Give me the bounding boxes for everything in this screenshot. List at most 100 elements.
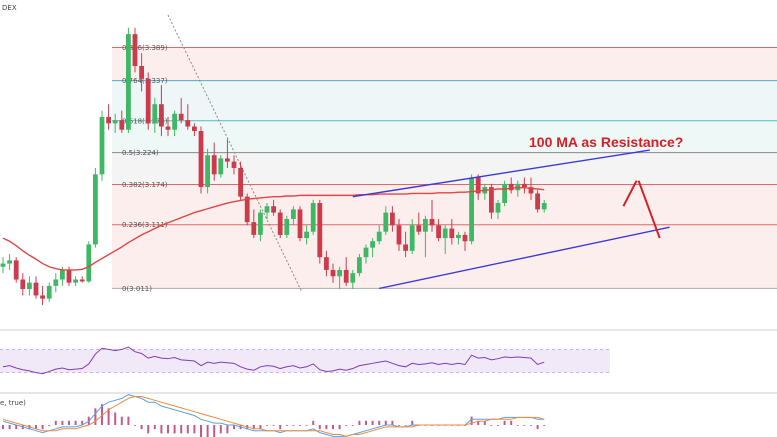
candle-body <box>456 234 461 239</box>
candle-body <box>383 212 389 232</box>
macd-hist-bar <box>292 425 295 426</box>
candle-body <box>541 203 547 210</box>
candle-body <box>7 260 12 264</box>
macd-hist-bar <box>219 425 222 434</box>
macd-signal-line <box>2 396 545 437</box>
candle-body <box>211 155 217 175</box>
macd-hist-bar <box>279 425 282 430</box>
macd-hist-bar <box>358 420 361 425</box>
macd-hist-bar <box>523 425 526 426</box>
fib-trend-line <box>167 14 303 293</box>
macd-hist-bar <box>127 416 130 425</box>
candle-body <box>416 225 422 232</box>
macd-hist-bar <box>305 425 308 426</box>
fib-retracement: 0.886(3.389) 0.764(3.337) 0.618(3.274) 0.5(… <box>112 14 777 293</box>
fib-label: 0.764(3.337) <box>122 77 168 85</box>
candle-body <box>79 279 85 282</box>
candle-body <box>357 257 362 274</box>
macd-hist-bar <box>411 420 414 425</box>
macd-hist-bar <box>404 425 407 426</box>
fib-band <box>112 120 777 153</box>
candle-body <box>20 279 26 290</box>
candle-body <box>350 273 356 283</box>
macd-hist-bar <box>226 425 229 434</box>
candle-body <box>172 113 177 130</box>
fib-label: 0.5(3.224) <box>122 149 159 157</box>
candle-body <box>264 206 270 213</box>
candle-body <box>185 120 191 127</box>
candle-body <box>165 126 171 130</box>
macd-hist-bar <box>68 420 70 425</box>
macd-line <box>2 394 545 437</box>
candle-body <box>442 228 448 239</box>
macd-hist-bar <box>134 425 136 426</box>
candle-body <box>343 269 349 283</box>
macd-hist-bar <box>318 425 321 430</box>
candle-body <box>13 260 19 280</box>
candle-body <box>152 104 158 124</box>
macd-hist-bar <box>384 420 387 425</box>
candle-body <box>291 209 296 219</box>
candle-body <box>198 131 204 188</box>
rsi-line <box>2 346 545 375</box>
macd-hist-bar <box>200 425 202 437</box>
macd-hist-bar <box>285 425 288 426</box>
macd-hist-bar <box>180 425 183 434</box>
macd-hist-bar <box>338 425 341 430</box>
macd-hist-bar <box>325 425 328 430</box>
candle-body <box>277 212 283 235</box>
macd-hist-bar <box>351 425 354 426</box>
ma-100-line <box>2 187 545 271</box>
candle-body <box>93 174 98 245</box>
candle-body <box>297 209 303 239</box>
candle-body <box>449 228 455 239</box>
candle-body <box>205 155 210 188</box>
candle-body <box>66 269 72 283</box>
macd-hist-bar <box>48 425 51 426</box>
macd-hist-bar <box>510 420 513 425</box>
candle-body <box>119 120 125 130</box>
candle-body <box>60 269 65 280</box>
macd-hist-bar <box>147 425 150 434</box>
fib-label: 0.618(3.274) <box>122 117 168 125</box>
macd-hist-bar <box>490 425 493 426</box>
candle-body <box>159 104 164 127</box>
candle-body <box>27 282 32 290</box>
candle-body <box>324 257 329 270</box>
channel-upper <box>352 149 650 198</box>
channel <box>0 149 777 394</box>
macd-hist-bar <box>167 425 169 434</box>
macd-hist-bar <box>272 425 275 426</box>
fib-band <box>112 80 777 121</box>
macd-hist-bar <box>15 425 18 430</box>
macd-pane <box>2 394 546 437</box>
candle-body <box>53 279 59 286</box>
macd-hist-bar <box>107 408 110 425</box>
macd-hist-bar <box>61 420 64 425</box>
macd-hist-bar <box>470 416 473 425</box>
candle-body <box>139 65 144 79</box>
macd-hist-bar <box>160 425 163 434</box>
macd-hist-bar <box>259 425 262 430</box>
macd-hist-bar <box>54 420 57 425</box>
candle-body <box>469 177 474 242</box>
candle-body <box>376 231 382 242</box>
fib-band <box>112 184 777 225</box>
candle-body <box>99 116 105 175</box>
candle-body <box>178 113 184 121</box>
macd-hist-bar <box>371 420 374 425</box>
macd-hist-bar <box>516 425 519 426</box>
projection-down <box>637 180 661 239</box>
macd-hist-bar <box>173 425 176 434</box>
fib-band <box>112 47 777 81</box>
candle-body <box>436 225 441 239</box>
macd-hist-bar <box>530 425 532 426</box>
candle-body <box>218 158 224 175</box>
fib-label: 0.382(3.174) <box>122 181 168 189</box>
candle-body <box>106 116 111 124</box>
header-fragment: DEX <box>2 4 17 12</box>
candle-body <box>390 212 395 226</box>
macd-hist-bar <box>2 425 4 430</box>
macd-hist-bar <box>332 425 334 430</box>
macd-hist-bar <box>378 420 381 425</box>
